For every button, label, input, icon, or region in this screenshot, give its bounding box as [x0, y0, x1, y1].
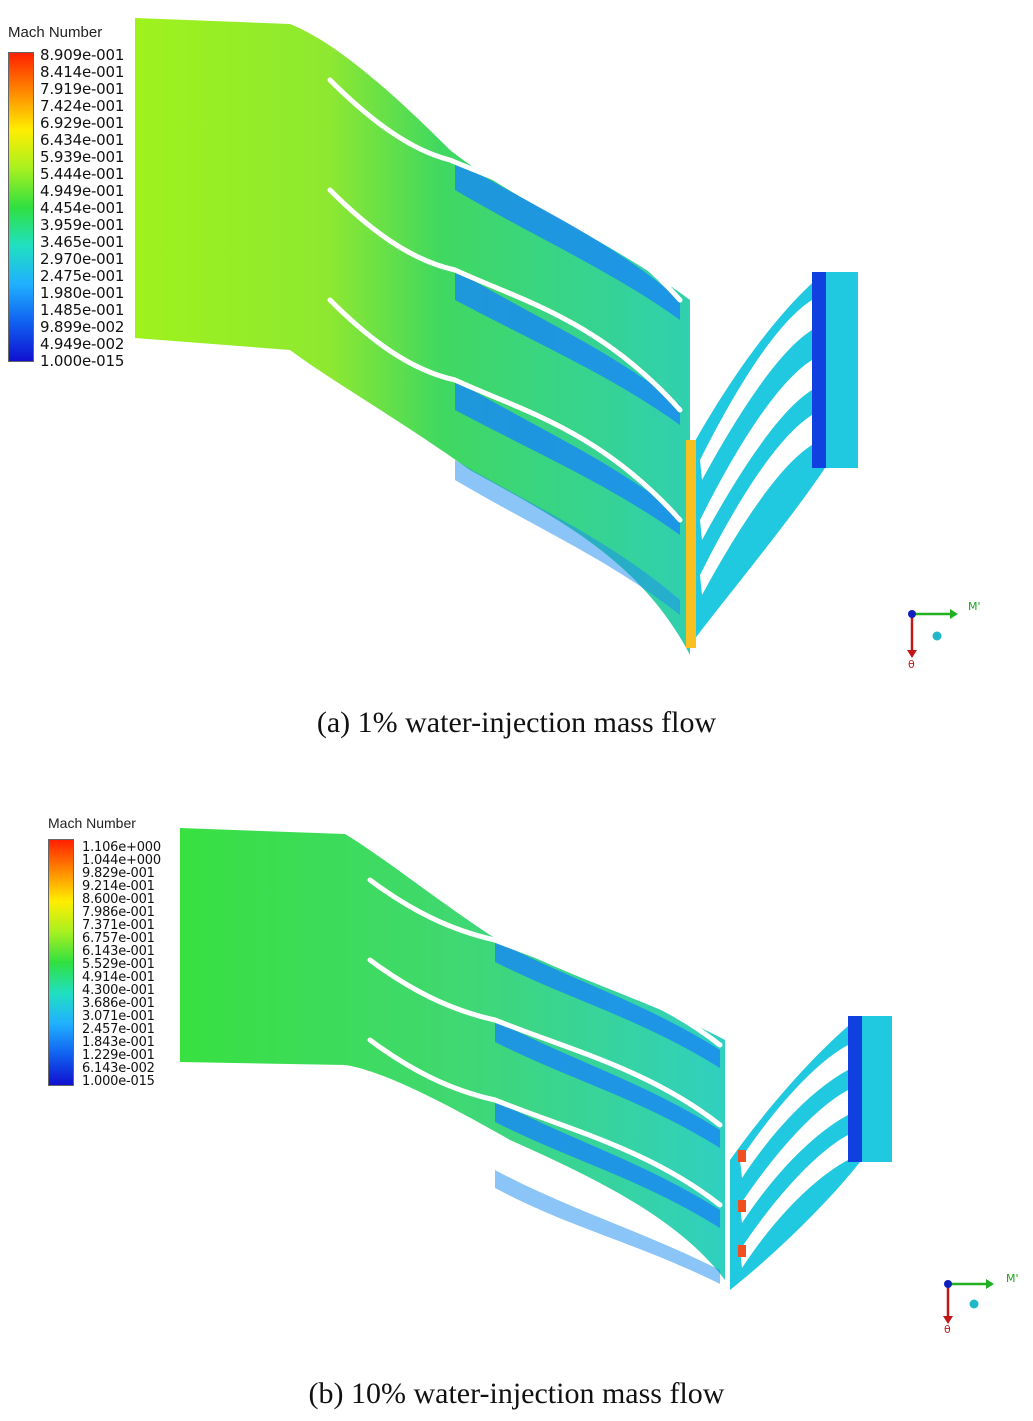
axis-arrows-icon — [943, 1279, 994, 1324]
rotor-blades — [700, 300, 812, 595]
axis-arrows-icon — [907, 609, 958, 658]
legend-tick: 2.970e-001 — [40, 250, 125, 268]
mach-contour-plot-a — [135, 18, 858, 655]
axis-x-label: M' — [1006, 1272, 1019, 1285]
wake-bands — [495, 940, 720, 1284]
axis-y-label: θ — [944, 1323, 951, 1336]
caption-b: (b) 10% water-injection mass flow — [308, 1377, 725, 1410]
rotor-wakes — [848, 1016, 862, 1162]
legend-tick: 1.485e-001 — [40, 301, 125, 319]
axis-triad-b: M' θ — [936, 1268, 1026, 1338]
legend-tick: 4.914e-001 — [82, 970, 155, 985]
legend-tick: 6.757e-001 — [82, 931, 155, 946]
legend-tick: 3.686e-001 — [82, 996, 155, 1011]
legend-tick: 1.229e-001 — [82, 1048, 155, 1063]
legend-tick: 8.600e-001 — [82, 892, 155, 907]
legend-tick: 7.424e-001 — [40, 97, 125, 115]
legend-tick: 6.143e-002 — [82, 1061, 155, 1076]
interface-hot-spot — [686, 440, 696, 648]
stator-blades — [327, 77, 683, 523]
colorbar — [48, 839, 74, 1086]
wake-bands — [455, 160, 680, 615]
inlet-region — [135, 18, 690, 655]
legend-tick: 7.986e-001 — [82, 905, 155, 920]
legend-tick: 5.444e-001 — [40, 165, 125, 183]
legend-tick: 1.843e-001 — [82, 1035, 155, 1050]
legend-tick: 4.300e-001 — [82, 983, 155, 998]
legend-tick: 8.909e-001 — [40, 46, 125, 64]
legend-tick: 6.143e-001 — [82, 944, 155, 959]
legend-tick: 6.434e-001 — [40, 131, 125, 149]
legend-tick: 6.929e-001 — [40, 114, 125, 132]
legend-tick: 1.000e-015 — [82, 1074, 155, 1089]
mach-contour-plot-b — [180, 828, 892, 1290]
legend-tick: 8.414e-001 — [40, 63, 125, 81]
rotor-wakes — [812, 272, 826, 468]
figure-panel-b: Mach Number 1.106e+000 1.044e+000 9.829e… — [0, 800, 1033, 1410]
colorbar — [8, 52, 34, 362]
legend-tick: 5.939e-001 — [40, 148, 125, 166]
legend-tick: 3.959e-001 — [40, 216, 125, 234]
legend-tick: 1.106e+000 — [82, 840, 161, 855]
legend-tick: 1.044e+000 — [82, 853, 161, 868]
legend-tick: 3.465e-001 — [40, 233, 125, 251]
interface-hot-spots — [738, 1150, 746, 1257]
rotor-blades — [740, 1045, 848, 1268]
legend-tick: 2.457e-001 — [82, 1022, 155, 1037]
legend-tick: 4.454e-001 — [40, 199, 125, 217]
legend-tick: 1.000e-015 — [40, 352, 125, 370]
legend-tick: 9.829e-001 — [82, 866, 155, 881]
legend-tick: 7.371e-001 — [82, 918, 155, 933]
figure-panel-a: Mach Number 8.909e-001 8.414e-001 7.919e… — [0, 0, 1033, 739]
axis-x-label: M' — [968, 600, 981, 613]
axis-triad-a: M' θ — [900, 598, 990, 673]
legend-tick: 3.071e-001 — [82, 1009, 155, 1024]
legend-tick: 5.529e-001 — [82, 957, 155, 972]
legend-tick: 2.475e-001 — [40, 267, 125, 285]
legend-tick: 9.214e-001 — [82, 879, 155, 894]
caption-a: (a) 1% water-injection mass flow — [316, 706, 717, 739]
legend-title: Mach Number — [48, 815, 136, 831]
legend-tick: 4.949e-001 — [40, 182, 125, 200]
inlet-region — [180, 828, 725, 1280]
legend-tick: 4.949e-002 — [40, 335, 125, 353]
legend-title: Mach Number — [8, 24, 103, 41]
axis-y-label: θ — [908, 658, 915, 671]
legend-tick: 9.899e-002 — [40, 318, 125, 336]
stator-blades — [367, 877, 723, 1208]
legend-tick: 7.919e-001 — [40, 80, 125, 98]
legend-tick: 1.980e-001 — [40, 284, 125, 302]
